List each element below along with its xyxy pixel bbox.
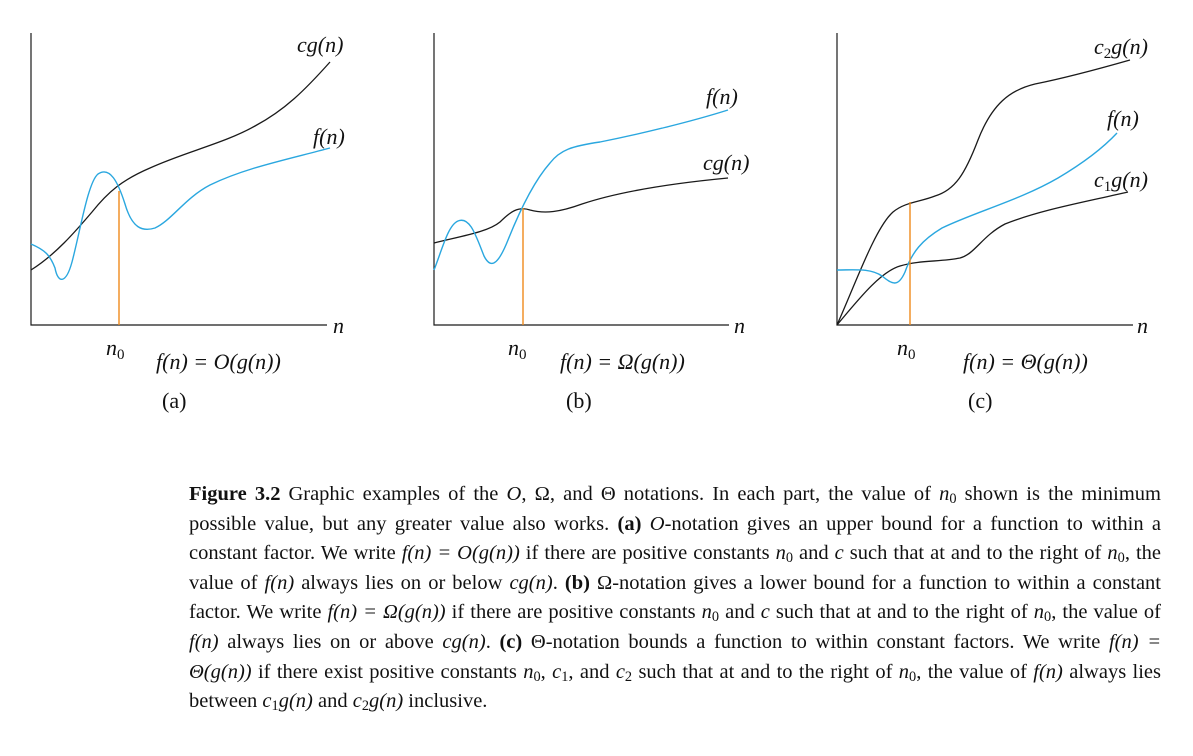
panel-c-lower-curve [836,191,1129,326]
panel-a-f-curve [30,147,331,280]
panel-a-axes [30,33,327,326]
panel-c-f-curve [836,132,1118,284]
panel-c-axes [836,33,1133,326]
panel-c-upper-curve [836,59,1131,326]
figure-graphs: cg(n) f(n) n n0 f(n) = O(g(n)) (a) f(n) … [30,32,1148,413]
panel-b: f(n) cg(n) n n0 f(n) = Ω(g(n)) (b) [433,33,749,413]
panel-b-label: (b) [566,388,592,413]
panel-a: cg(n) f(n) n n0 f(n) = O(g(n)) (a) [30,32,345,413]
panel-c-label: (c) [968,388,992,413]
panel-c-n0-label: n0 [897,335,916,363]
panel-c: c2g(n) f(n) c1g(n) n n0 f(n) = Θ(g(n)) (… [836,33,1148,413]
part-c-label: (c) [499,630,523,653]
panel-c-axis-label: n [1137,313,1148,338]
panel-b-axes [433,33,729,326]
panel-b-f-curve [433,109,729,271]
panel-c-formula: f(n) = Θ(g(n)) [963,349,1088,374]
panel-a-axis-label: n [333,313,344,338]
part-a-label: (a) [617,512,642,535]
panel-b-n0-label: n0 [508,335,527,363]
panel-b-curve1-label: f(n) [706,84,738,109]
panel-a-label: (a) [162,388,186,413]
figure-label: Figure 3.2 [189,483,281,505]
panel-a-curve1-label: cg(n) [297,32,343,57]
figure-caption: Figure 3.2 Graphic examples of the O, Ω, … [189,483,1162,715]
panel-a-curve2-label: f(n) [313,124,345,149]
panel-b-formula: f(n) = Ω(g(n)) [560,349,685,374]
panel-c-curve1-label: c2g(n) [1094,34,1148,62]
panel-b-axis-label: n [734,313,745,338]
panel-c-curve3-label: c1g(n) [1094,167,1148,195]
panel-c-curve2-label: f(n) [1107,106,1139,131]
panel-a-n0-label: n0 [106,335,125,363]
panel-b-lower-curve [433,177,729,244]
part-b-label: (b) [564,571,590,594]
panel-b-curve2-label: cg(n) [703,150,749,175]
panel-a-upper-curve [30,61,331,271]
panel-a-formula: f(n) = O(g(n)) [156,349,281,374]
